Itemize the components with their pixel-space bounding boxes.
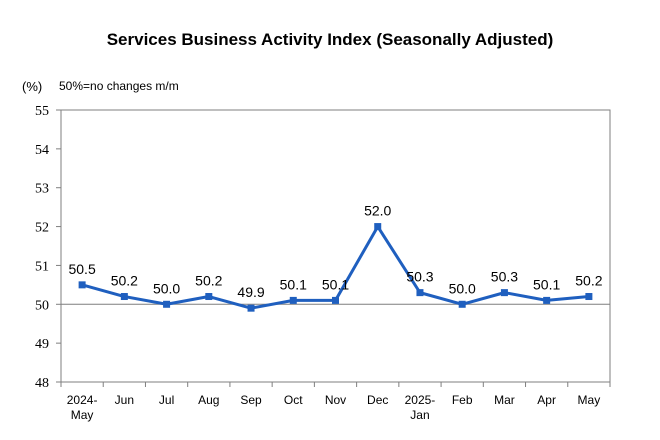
x-tick-label: Aug [198,393,219,407]
y-tick-label: 55 [35,104,49,119]
data-label: 50.1 [322,276,349,292]
y-tick-label: 51 [35,259,49,274]
x-tick-label: Jul [159,393,174,407]
x-tick-label: Mar [494,393,515,407]
data-label: 50.2 [195,273,222,289]
data-label: 50.2 [111,273,138,289]
x-tick-label: May [578,393,601,407]
data-point-marker [289,296,297,304]
baseline-note: 50%=no changes m/m [59,79,179,93]
plot-area-frame [60,109,611,383]
y-tick-label: 53 [35,182,49,197]
data-point-marker [458,300,466,308]
data-point-marker [416,289,424,297]
x-tick-label: Nov [325,393,346,407]
data-label: 50.3 [406,269,433,285]
chart-title: Services Business Activity Index (Season… [106,30,554,49]
x-tick-label: Apr [537,393,556,407]
data-point-marker [500,289,508,297]
y-tick-label: 49 [35,337,49,352]
y-tick-label: 52 [35,221,49,236]
data-label: 50.2 [575,273,602,289]
data-label: 50.1 [533,276,560,292]
data-point-marker [585,293,593,301]
x-tick-label: Feb [452,393,473,407]
x-tick-label: Jun [115,393,134,407]
data-label: 50.1 [280,276,307,292]
x-tick-label: 2024-May [67,393,98,422]
y-tick-label: 54 [35,143,49,158]
data-point-marker [332,296,339,304]
y-tick-label: 50 [35,298,49,313]
data-label: 50.0 [449,280,476,296]
data-label: 49.9 [237,284,264,300]
x-tick-label: Oct [284,393,303,407]
data-label: 52.0 [364,203,391,219]
x-tick-label: 2025-Jan [405,393,436,422]
data-point-marker [374,223,382,231]
data-point-marker [78,281,86,289]
data-point-marker [247,304,255,312]
x-tick-label: Dec [367,393,388,407]
data-label: 50.3 [491,269,518,285]
data-label: 50.5 [68,261,95,277]
data-label: 50.0 [153,280,180,296]
data-point-marker [205,293,213,301]
x-tick-label: Sep [240,393,262,407]
data-point-marker [163,300,171,308]
y-axis-unit-label: (%) [22,79,43,94]
data-point-marker [120,293,128,301]
y-tick-label: 48 [35,376,49,391]
data-point-marker [543,296,551,304]
